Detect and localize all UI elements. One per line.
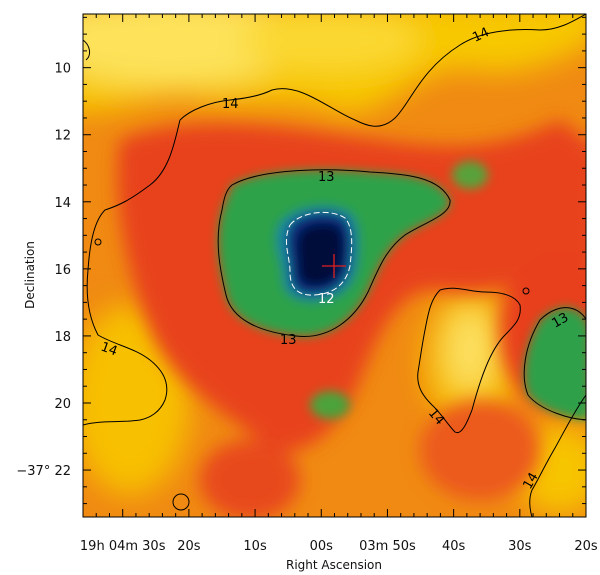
contour-14-southeast [529, 394, 586, 517]
contour-14-east [417, 287, 521, 434]
contour-lines [83, 14, 586, 517]
x-axis: 19h 04m 30s 20s 10s 00s 03m 50s 40s 30s 20s [80, 14, 598, 554]
contour-label: 12 [318, 292, 335, 307]
y-tick-label: 20 [54, 397, 71, 412]
x-tick-label: 30s [508, 539, 532, 554]
minimum-region [275, 205, 360, 303]
y-tick-label: −37° 22 [16, 464, 71, 479]
x-tick-label: 19h 04m 30s [80, 539, 166, 554]
source-position-marker [322, 254, 346, 278]
x-tick-label: 03m 50s [359, 539, 416, 554]
contour-14-corner [83, 39, 91, 61]
contour-label: 13 [550, 310, 572, 331]
contour-label: 13 [318, 170, 335, 185]
y-tick-label: 16 [54, 263, 71, 278]
x-tick-label: 10s [243, 539, 267, 554]
y-tick-label: 12 [54, 129, 71, 144]
contour-label: 14 [470, 25, 491, 46]
contour-13-east [523, 307, 586, 421]
x-tick-label: 20s [177, 539, 201, 554]
contour-14-ring-b [94, 238, 102, 246]
y-axis: 10 12 14 16 18 20 −37° 22 [16, 16, 586, 505]
contour-label: 14 [222, 97, 239, 112]
contour-label: 14 [99, 340, 120, 360]
y-axis-title: Declination [23, 241, 37, 309]
contour-13-main [217, 169, 451, 337]
contour-label: 13 [280, 333, 297, 348]
contour-14-west [83, 119, 181, 426]
x-axis-title: Right Ascension [286, 558, 382, 572]
high-value-regions [83, 14, 586, 515]
contour-label: 14 [520, 470, 541, 492]
contour-14-ring-a [172, 493, 190, 511]
heatmap-image [83, 14, 586, 517]
x-tick-label: 00s [310, 539, 334, 554]
contour-14-north [179, 14, 586, 127]
y-tick-label: 10 [54, 62, 71, 77]
x-tick-label: 20s [574, 539, 598, 554]
contour-12-core [285, 211, 353, 296]
y-tick-label: 14 [54, 196, 71, 211]
x-tick-label: 40s [442, 539, 466, 554]
contour-14-ring-c [522, 287, 530, 295]
y-tick-label: 18 [54, 330, 71, 345]
